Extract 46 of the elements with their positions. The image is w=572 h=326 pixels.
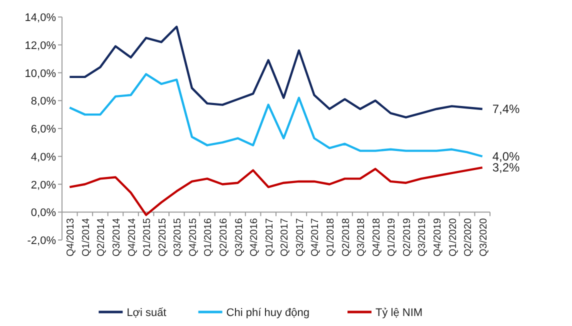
x-tick-label: Q4/2019: [432, 218, 444, 256]
x-tick-label: Q3/2020: [478, 218, 490, 256]
x-tick-label: Q2/2019: [402, 218, 413, 256]
x-tick-label: Q2/2016: [218, 218, 230, 256]
x-tick-label: Q1/2015: [142, 218, 154, 256]
x-tick-label: Q2/2014: [96, 218, 108, 256]
line-series: [68, 26, 484, 118]
x-tick-label: Q1/2020: [448, 218, 459, 256]
x-tick-label: Q4/2017: [310, 218, 322, 256]
x-tick-label: Q2/2018: [340, 218, 352, 256]
legend-label: Tỷ lệ NIM: [376, 307, 423, 319]
x-tick-label: Q3/2017: [294, 218, 306, 256]
x-tick-label: Q4/2014: [126, 218, 138, 256]
x-tick-label: Q1/2019: [386, 218, 398, 256]
x-tick-label: Q3/2019: [417, 218, 428, 256]
x-tick-label: Q3/2014: [112, 218, 122, 256]
data-label: 4,0%: [492, 149, 520, 164]
y-tick-label: 14,0%: [24, 12, 56, 24]
y-tick-label: 0,0%: [30, 207, 56, 220]
y-tick-label: 6,0%: [30, 124, 56, 136]
line-series: [68, 166, 484, 216]
y-tick-label: -2,0%: [27, 235, 56, 247]
y-tick-label: 2,0%: [30, 179, 56, 192]
x-tick-label: Q1/2014: [80, 218, 92, 256]
x-tick-label: Q1/2017: [264, 218, 276, 256]
y-tick-label: 8,0%: [30, 96, 56, 108]
x-tick-label: Q4/2016: [249, 218, 260, 256]
x-tick-label: Q4/2013: [66, 218, 77, 256]
x-tick-label: Q3/2015: [172, 218, 184, 256]
x-tick-label: Q3/2016: [234, 218, 245, 256]
legend-label: Chi phí huy động: [226, 307, 310, 319]
legend-label: Lợi suất: [126, 307, 166, 319]
x-tick-label: Q3/2018: [356, 218, 368, 256]
line-series: [68, 73, 484, 158]
y-tick-label: 12,0%: [24, 40, 56, 52]
y-tick-label: 10,0%: [24, 68, 56, 80]
x-tick-label: Q4/2018: [371, 218, 382, 256]
x-tick-label: Q1/2016: [203, 218, 214, 256]
x-tick-label: Q1/2018: [326, 218, 336, 256]
data-label: 7,4%: [492, 102, 520, 116]
x-tick-label: Q2/2020: [463, 218, 474, 256]
x-tick-label: Q2/2017: [280, 218, 291, 256]
x-tick-label: Q2/2015: [157, 218, 168, 256]
y-tick-label: 4,0%: [30, 151, 56, 164]
x-tick-label: Q4/2015: [188, 218, 199, 256]
data-label: 3,2%: [492, 160, 520, 175]
